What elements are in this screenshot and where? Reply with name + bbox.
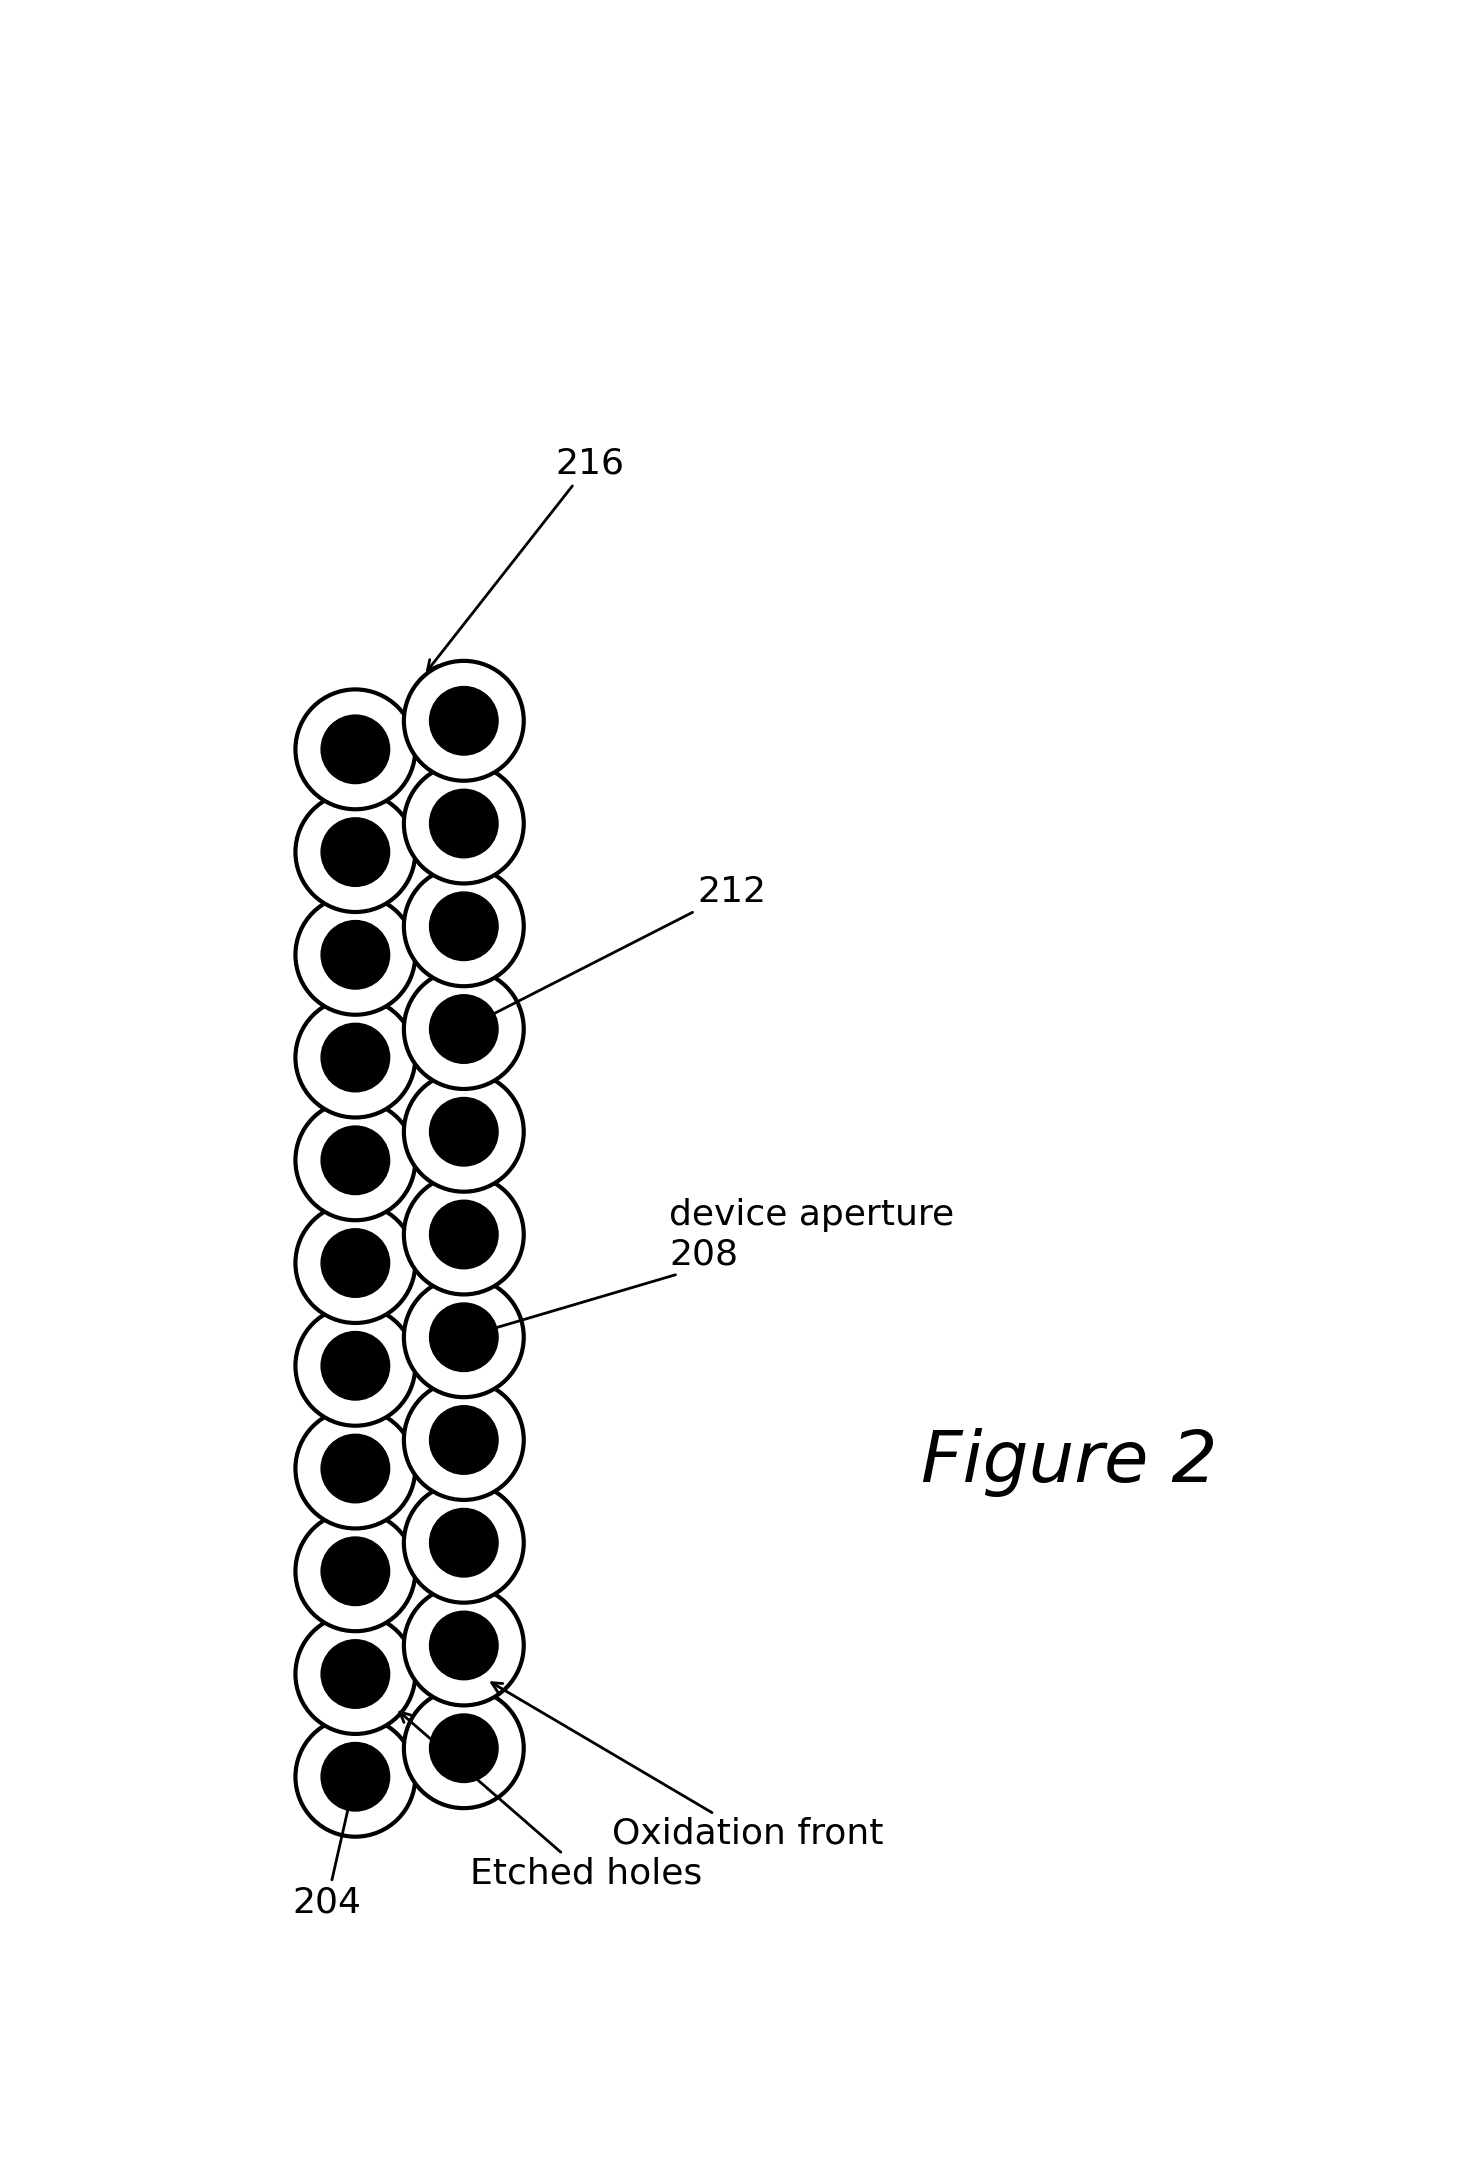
Text: 204: 204 [292, 1781, 361, 1920]
Circle shape [321, 1433, 389, 1503]
Text: Etched holes: Etched holes [399, 1712, 701, 1892]
Circle shape [296, 1615, 415, 1734]
Circle shape [296, 791, 415, 912]
Circle shape [430, 688, 498, 755]
Circle shape [321, 1332, 389, 1401]
Circle shape [296, 1100, 415, 1219]
Circle shape [430, 1405, 498, 1474]
Circle shape [404, 1585, 524, 1706]
Circle shape [404, 1278, 524, 1397]
Circle shape [321, 1639, 389, 1708]
Circle shape [430, 1304, 498, 1371]
Circle shape [321, 1537, 389, 1606]
Circle shape [404, 763, 524, 884]
Circle shape [296, 1410, 415, 1529]
Text: 212: 212 [468, 876, 767, 1027]
Circle shape [321, 1023, 389, 1092]
Circle shape [321, 817, 389, 886]
Text: 216: 216 [427, 448, 625, 670]
Circle shape [404, 1174, 524, 1295]
Circle shape [296, 997, 415, 1118]
Circle shape [321, 716, 389, 783]
Circle shape [430, 789, 498, 858]
Circle shape [404, 1072, 524, 1191]
Circle shape [404, 867, 524, 986]
Circle shape [430, 1200, 498, 1269]
Circle shape [321, 1743, 389, 1812]
Circle shape [296, 690, 415, 809]
Circle shape [296, 1717, 415, 1838]
Circle shape [404, 1689, 524, 1807]
Circle shape [321, 1126, 389, 1196]
Circle shape [321, 921, 389, 988]
Text: Figure 2: Figure 2 [921, 1429, 1217, 1498]
Circle shape [296, 1511, 415, 1630]
Circle shape [404, 1483, 524, 1602]
Circle shape [430, 1509, 498, 1576]
Circle shape [430, 1714, 498, 1781]
Text: device aperture
208: device aperture 208 [470, 1198, 955, 1338]
Text: Oxidation front: Oxidation front [492, 1682, 884, 1851]
Circle shape [430, 1611, 498, 1680]
Circle shape [430, 893, 498, 960]
Circle shape [404, 969, 524, 1090]
Circle shape [321, 1228, 389, 1297]
Circle shape [296, 895, 415, 1014]
Circle shape [430, 995, 498, 1064]
Circle shape [404, 662, 524, 780]
Circle shape [296, 1202, 415, 1323]
Circle shape [430, 1098, 498, 1165]
Circle shape [296, 1306, 415, 1425]
Circle shape [404, 1379, 524, 1500]
